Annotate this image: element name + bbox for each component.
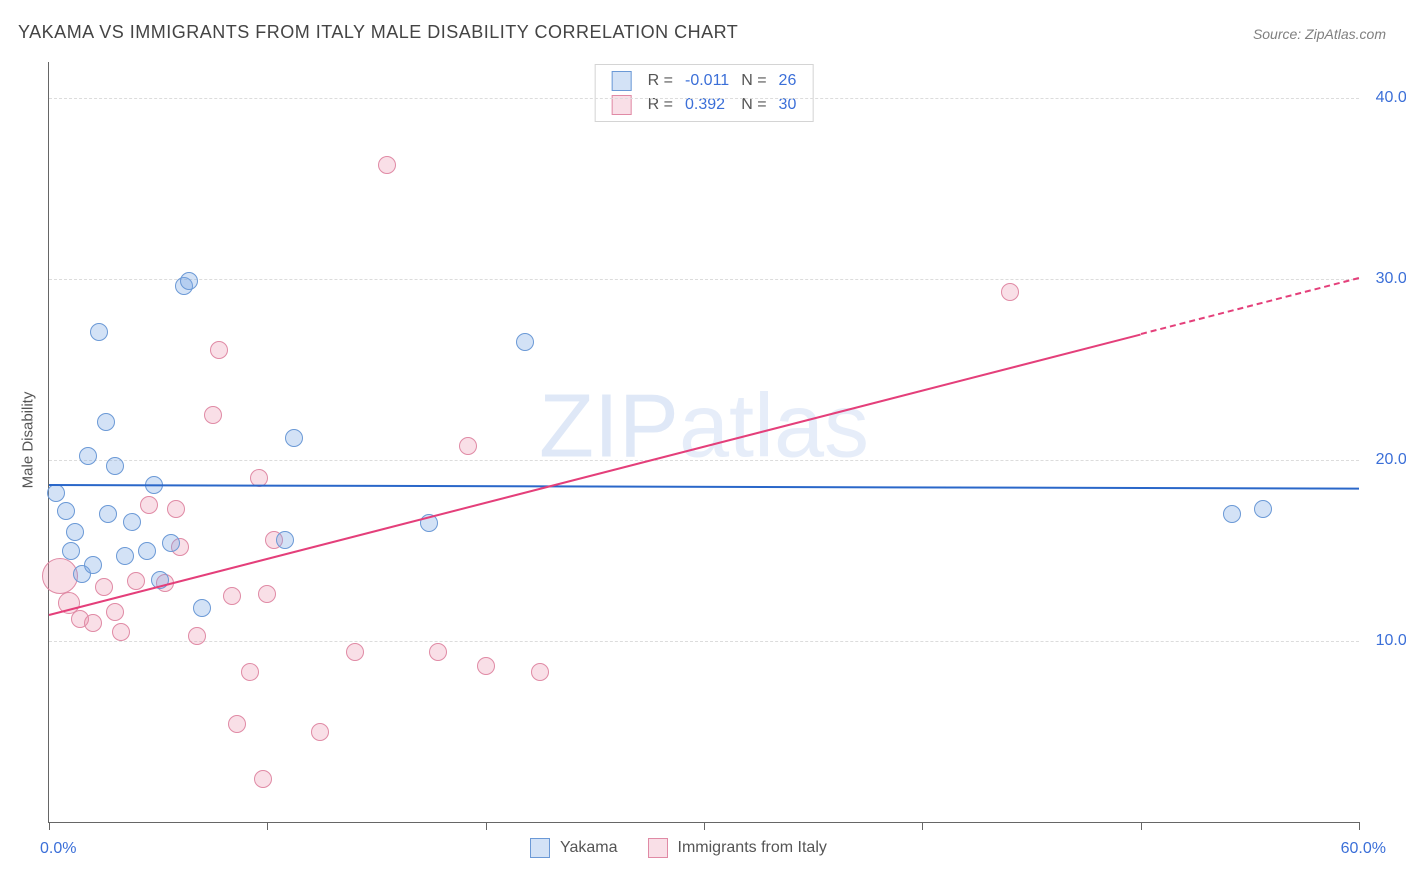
data-point bbox=[378, 156, 396, 174]
data-point bbox=[1223, 505, 1241, 523]
data-point bbox=[188, 627, 206, 645]
swatch-series1-b bbox=[530, 838, 550, 858]
x-axis-min-label: 0.0% bbox=[40, 840, 76, 858]
data-point bbox=[162, 534, 180, 552]
data-point bbox=[97, 413, 115, 431]
data-point bbox=[346, 643, 364, 661]
data-point bbox=[531, 663, 549, 681]
chart-title: YAKAMA VS IMMIGRANTS FROM ITALY MALE DIS… bbox=[18, 22, 738, 43]
y-tick-label: 10.0% bbox=[1376, 632, 1406, 650]
source-attribution: Source: ZipAtlas.com bbox=[1253, 26, 1386, 42]
data-point bbox=[180, 272, 198, 290]
watermark: ZIPatlas bbox=[539, 375, 869, 478]
r-value-2: 0.392 bbox=[679, 93, 735, 117]
legend-label-2: Immigrants from Italy bbox=[678, 839, 827, 857]
trend-line-extension bbox=[1140, 277, 1359, 335]
data-point bbox=[90, 323, 108, 341]
data-point bbox=[311, 723, 329, 741]
data-point bbox=[241, 663, 259, 681]
watermark-light: atlas bbox=[679, 376, 869, 476]
data-point bbox=[57, 502, 75, 520]
data-point bbox=[193, 599, 211, 617]
data-point bbox=[123, 513, 141, 531]
data-point bbox=[106, 457, 124, 475]
data-point bbox=[79, 447, 97, 465]
watermark-bold: ZIP bbox=[539, 376, 679, 476]
data-point bbox=[285, 429, 303, 447]
gridline bbox=[49, 98, 1359, 99]
x-tick bbox=[922, 822, 923, 830]
data-point bbox=[116, 547, 134, 565]
data-point bbox=[1001, 283, 1019, 301]
data-point bbox=[258, 585, 276, 603]
data-point bbox=[204, 406, 222, 424]
x-tick bbox=[1141, 822, 1142, 830]
data-point bbox=[62, 542, 80, 560]
legend-row-series2: R =0.392 N =30 bbox=[606, 93, 803, 117]
x-tick bbox=[49, 822, 50, 830]
data-point bbox=[1254, 500, 1272, 518]
data-point bbox=[47, 484, 65, 502]
data-point bbox=[254, 770, 272, 788]
x-tick bbox=[704, 822, 705, 830]
legend-label-1: Yakama bbox=[560, 839, 618, 857]
correlation-legend: R =-0.011 N =26 R =0.392 N =30 bbox=[595, 64, 814, 122]
x-axis-max-label: 60.0% bbox=[1341, 840, 1386, 858]
n-value-1: 26 bbox=[773, 69, 803, 93]
data-point bbox=[210, 341, 228, 359]
y-axis-label: Male Disability bbox=[20, 392, 37, 489]
y-tick-label: 20.0% bbox=[1376, 451, 1406, 469]
trend-line bbox=[49, 484, 1359, 490]
data-point bbox=[106, 603, 124, 621]
n-value-2: 30 bbox=[773, 93, 803, 117]
plot-area: ZIPatlas R =-0.011 N =26 R =0.392 N =30 … bbox=[48, 62, 1359, 823]
series-legend: Yakama Immigrants from Italy bbox=[530, 838, 827, 858]
legend-item-1: Yakama bbox=[530, 838, 618, 858]
y-tick-label: 40.0% bbox=[1376, 89, 1406, 107]
data-point bbox=[429, 643, 447, 661]
data-point bbox=[477, 657, 495, 675]
data-point bbox=[112, 623, 130, 641]
trend-line bbox=[49, 333, 1141, 615]
legend-row-series1: R =-0.011 N =26 bbox=[606, 69, 803, 93]
r-value-1: -0.011 bbox=[679, 69, 735, 93]
data-point bbox=[223, 587, 241, 605]
data-point bbox=[516, 333, 534, 351]
y-tick-label: 30.0% bbox=[1376, 270, 1406, 288]
gridline bbox=[49, 460, 1359, 461]
gridline bbox=[49, 279, 1359, 280]
data-point bbox=[99, 505, 117, 523]
gridline bbox=[49, 641, 1359, 642]
data-point bbox=[228, 715, 246, 733]
x-tick bbox=[1359, 822, 1360, 830]
data-point bbox=[66, 523, 84, 541]
legend-item-2: Immigrants from Italy bbox=[648, 838, 827, 858]
data-point bbox=[127, 572, 145, 590]
data-point bbox=[84, 614, 102, 632]
data-point bbox=[84, 556, 102, 574]
data-point bbox=[167, 500, 185, 518]
data-point bbox=[95, 578, 113, 596]
data-point bbox=[138, 542, 156, 560]
swatch-series1 bbox=[612, 71, 632, 91]
x-tick bbox=[267, 822, 268, 830]
data-point bbox=[276, 531, 294, 549]
data-point bbox=[459, 437, 477, 455]
swatch-series2-b bbox=[648, 838, 668, 858]
data-point bbox=[140, 496, 158, 514]
x-tick bbox=[486, 822, 487, 830]
